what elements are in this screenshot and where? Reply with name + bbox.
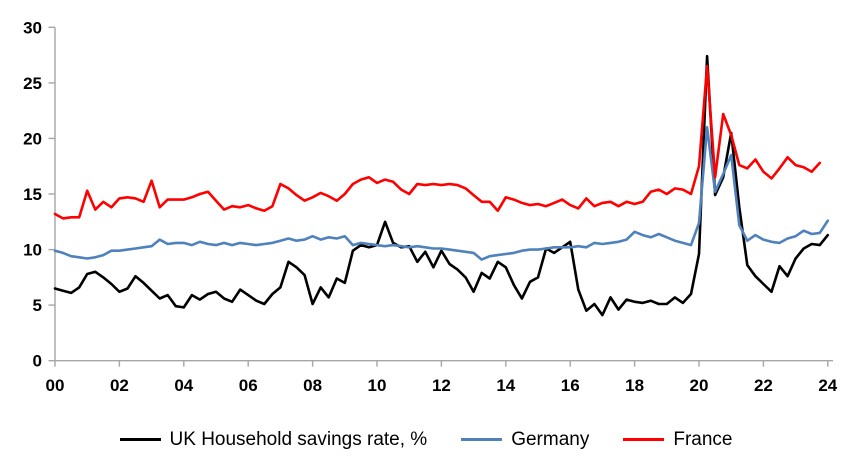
legend-item-germany: Germany (461, 430, 589, 449)
y-tick-label: 30 (23, 18, 42, 37)
uk-line-swatch (119, 437, 161, 441)
x-tick-label: 18 (625, 376, 644, 395)
x-tick-label: 20 (690, 376, 709, 395)
legend-label-uk: UK Household savings rate, % (169, 428, 428, 450)
series-line-uk-household-savings-rate (53, 54, 830, 317)
legend-item-france: France (623, 430, 732, 449)
x-tick-label: 02 (110, 376, 129, 395)
series-line-france (53, 64, 822, 220)
x-tick-label: 22 (754, 376, 773, 395)
y-tick-label: 5 (33, 296, 42, 315)
legend-label-germany: Germany (511, 428, 590, 450)
legend-label-france: France (673, 428, 733, 450)
y-tick-label: 15 (23, 185, 42, 204)
x-tick-label: 06 (239, 376, 258, 395)
x-tick-label: 12 (432, 376, 451, 395)
x-tick-label: 16 (561, 376, 580, 395)
legend-item-uk: UK Household savings rate, % (119, 428, 428, 450)
y-tick-label: 10 (23, 241, 42, 260)
france-line-swatch (623, 437, 665, 441)
germany-line-swatch (461, 437, 503, 441)
series-line-germany (53, 126, 830, 261)
y-tick-label: 20 (23, 129, 42, 148)
x-tick-label: 24 (818, 376, 837, 395)
x-tick-label: 04 (174, 376, 193, 395)
y-tick-label: 25 (23, 74, 42, 93)
chart-canvas: 0 5 10 15 20 25 30 00 02 04 06 08 10 12 14 16 18 20 22 24 (23, 18, 838, 395)
x-tick-label: 10 (368, 376, 387, 395)
x-tick-label: 08 (303, 376, 322, 395)
chart-legend: UK Household savings rate, % Germany Fra… (0, 424, 852, 454)
y-tick-label: 0 (33, 352, 42, 371)
x-tick-label: 14 (496, 376, 515, 395)
x-tick-label: 00 (46, 376, 65, 395)
